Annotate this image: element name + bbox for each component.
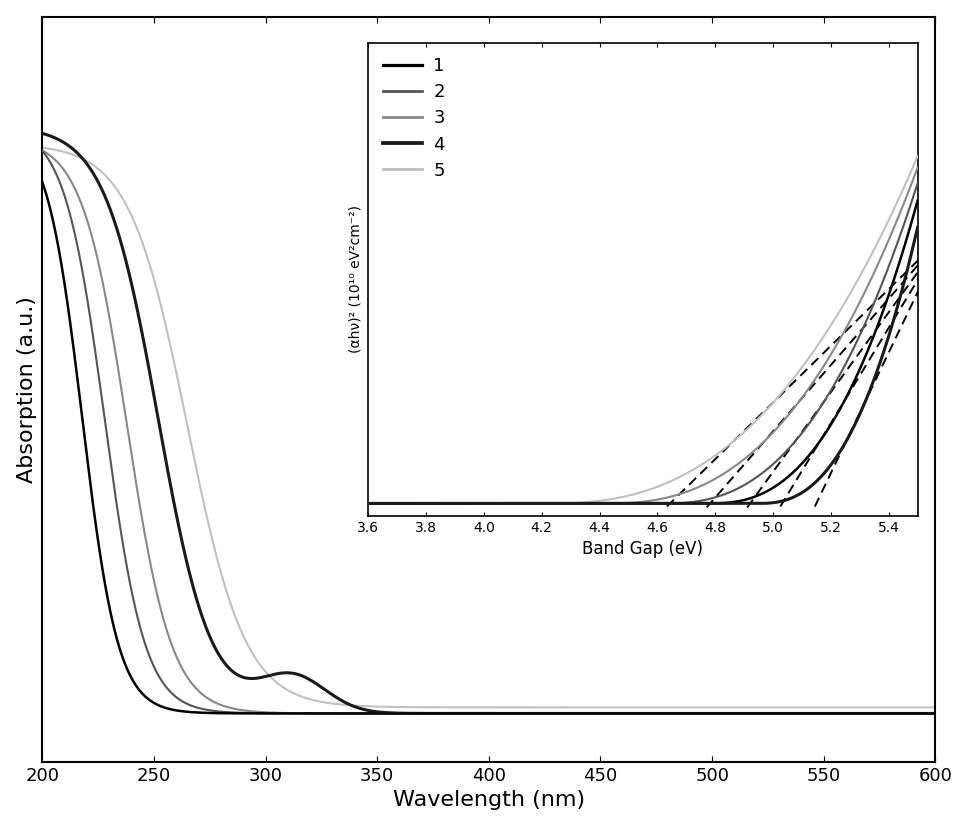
Y-axis label: Absorption (a.u.): Absorption (a.u.) (16, 296, 37, 483)
X-axis label: Wavelength (nm): Wavelength (nm) (392, 791, 585, 810)
